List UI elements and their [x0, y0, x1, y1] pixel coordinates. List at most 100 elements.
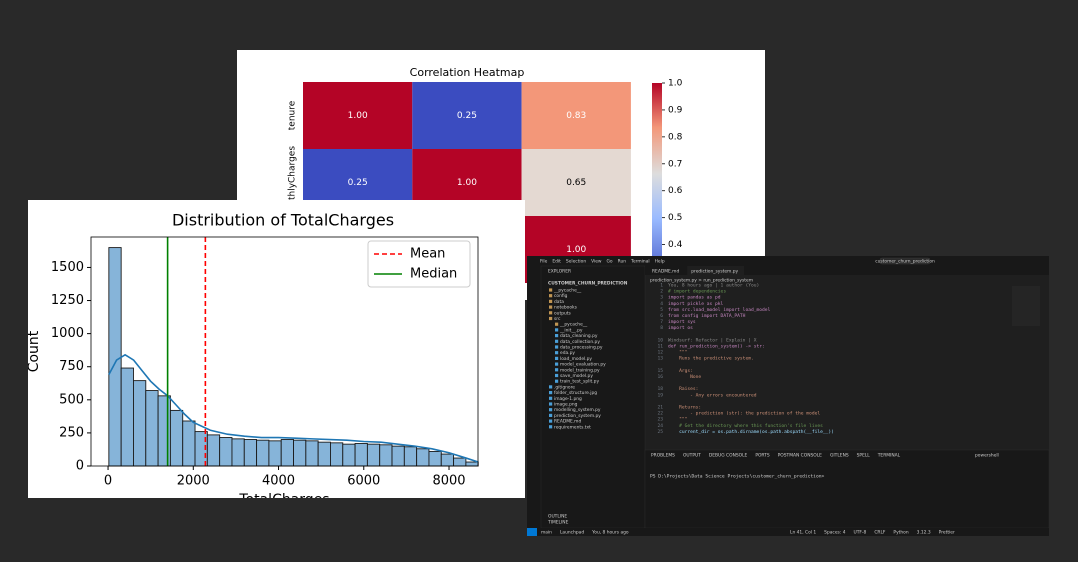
- file-icon: [549, 408, 553, 412]
- tree-item[interactable]: config: [554, 293, 568, 299]
- panel-tab[interactable]: DEBUG CONSOLE: [709, 453, 748, 459]
- breadcrumb: prediction_system.py > run_prediction_sy…: [650, 278, 753, 284]
- code-line: import sys: [668, 319, 696, 325]
- panel-tab[interactable]: PROBLEMS: [651, 453, 675, 459]
- status-item[interactable]: 3.12.3: [917, 530, 931, 536]
- editor-tab[interactable]: README.md: [652, 269, 679, 275]
- tree-item[interactable]: prediction_system.py: [554, 413, 601, 419]
- menu-item[interactable]: View: [591, 259, 602, 265]
- status-item[interactable]: UTF-8: [854, 530, 867, 536]
- tree-item[interactable]: __pycache__: [553, 288, 582, 294]
- tree-item[interactable]: data_collection.py: [560, 339, 600, 345]
- panel-tab[interactable]: PORTS: [755, 453, 770, 459]
- file-icon: [555, 351, 559, 355]
- menu-item[interactable]: Edit: [552, 259, 561, 265]
- minimap: [1012, 286, 1040, 326]
- tree-item[interactable]: modelling_system.py: [554, 407, 601, 413]
- file-icon: [555, 339, 559, 343]
- tree-item[interactable]: __pycache__: [559, 322, 588, 328]
- title-bar: [527, 256, 1049, 266]
- cell-label: 1.00: [457, 178, 477, 188]
- menu-item[interactable]: Help: [655, 259, 665, 265]
- editor-tab[interactable]: prediction_system.py: [691, 269, 738, 275]
- histogram-bar: [342, 443, 356, 467]
- remote-indicator[interactable]: [527, 528, 537, 536]
- line-number: 5: [660, 307, 663, 313]
- status-item[interactable]: Spaces: 4: [824, 530, 846, 536]
- status-item[interactable]: main: [541, 530, 552, 536]
- tree-item[interactable]: data_cleaning.py: [560, 333, 598, 339]
- colorbar-tick-label: 0.8: [668, 132, 683, 142]
- tree-item[interactable]: model_evaluation.py: [560, 362, 606, 368]
- menu-item[interactable]: Selection: [566, 259, 586, 265]
- line-number: 4: [660, 301, 663, 307]
- code-line: # Get the directory where this function'…: [668, 423, 823, 429]
- histogram-bar: [157, 395, 171, 467]
- histogram-bar: [145, 390, 159, 467]
- tree-item[interactable]: requirements.txt: [554, 424, 591, 430]
- tree-item[interactable]: folder_structure.jpg: [554, 390, 597, 396]
- histogram-bar: [416, 448, 430, 467]
- line-number: 11: [657, 344, 663, 350]
- search-text[interactable]: customer_churn_prediction: [875, 259, 935, 265]
- status-item[interactable]: Python: [893, 530, 908, 536]
- panel-tab[interactable]: POSTMAN CONSOLE: [778, 453, 823, 459]
- menu-item[interactable]: Go: [607, 259, 613, 265]
- tree-item[interactable]: README.md: [554, 419, 581, 425]
- panel-tab[interactable]: SPELL: [857, 453, 871, 459]
- tree-item[interactable]: train_test_split.py: [560, 379, 599, 385]
- tree-item[interactable]: notebooks: [554, 305, 578, 311]
- code-line: """: [668, 417, 687, 423]
- terminal-name[interactable]: powershell: [975, 453, 999, 459]
- tree-item[interactable]: outputs: [554, 310, 571, 316]
- menu-item[interactable]: File: [540, 259, 548, 265]
- y-axis-label: Count: [26, 330, 42, 372]
- line-number: 10: [657, 337, 663, 343]
- tree-item[interactable]: .gitignore: [554, 384, 575, 390]
- tree-item[interactable]: save_model.py: [560, 373, 593, 379]
- status-item[interactable]: Ln 41, Col 1: [790, 530, 816, 536]
- code-line: Raises:: [668, 386, 698, 392]
- tree-item[interactable]: data: [554, 299, 564, 305]
- histogram-bar: [379, 444, 393, 467]
- file-icon: [549, 419, 553, 423]
- code-line: import pandas as pd: [668, 295, 721, 301]
- tree-item[interactable]: eda.py: [560, 350, 575, 356]
- file-icon: [549, 391, 553, 395]
- tab-bar: [645, 266, 1049, 275]
- code-line: import os: [668, 325, 693, 331]
- line-number: 18: [657, 386, 663, 392]
- status-item[interactable]: Prettier: [939, 530, 955, 536]
- sidebar: [540, 265, 646, 529]
- status-item[interactable]: CRLF: [874, 530, 886, 536]
- tree-item[interactable]: data_processing.py: [560, 345, 603, 351]
- tree-item[interactable]: image-1.png: [554, 396, 582, 402]
- panel-tab[interactable]: TERMINAL: [877, 453, 901, 459]
- line-number: 13: [657, 356, 663, 362]
- folder-icon: [549, 316, 553, 321]
- tree-item[interactable]: image.png: [554, 402, 578, 408]
- menu-item[interactable]: Run: [618, 259, 627, 265]
- code-line: # import dependencies: [668, 289, 726, 295]
- folder-icon: [549, 299, 553, 303]
- colorbar-tick-label: 0.6: [668, 186, 683, 196]
- menu-item[interactable]: Terminal: [630, 259, 650, 265]
- file-icon: [549, 385, 553, 389]
- line-number: 23: [657, 417, 663, 423]
- histogram-bar: [133, 380, 147, 467]
- colorbar-tick-label: 0.7: [668, 159, 682, 169]
- tree-item[interactable]: src: [554, 316, 561, 322]
- panel-tab[interactable]: OUTPUT: [683, 453, 701, 459]
- outline-title: OUTLINE: [548, 514, 567, 520]
- search-box[interactable]: [879, 257, 931, 265]
- colorbar-tick-label: 0.5: [668, 213, 682, 223]
- tree-item[interactable]: model_training.py: [560, 367, 600, 373]
- status-item[interactable]: You, 8 hours ago: [591, 530, 629, 536]
- cell-label: 0.25: [457, 111, 477, 121]
- panel-tab[interactable]: GITLENS: [830, 453, 849, 459]
- code-line: from src.load_model import load_model: [668, 307, 771, 313]
- x-tick-label: 6000: [347, 474, 380, 489]
- tree-item[interactable]: __init__.py: [559, 327, 583, 333]
- tree-item[interactable]: load_model.py: [560, 356, 592, 362]
- status-item[interactable]: Launchpad: [560, 530, 584, 536]
